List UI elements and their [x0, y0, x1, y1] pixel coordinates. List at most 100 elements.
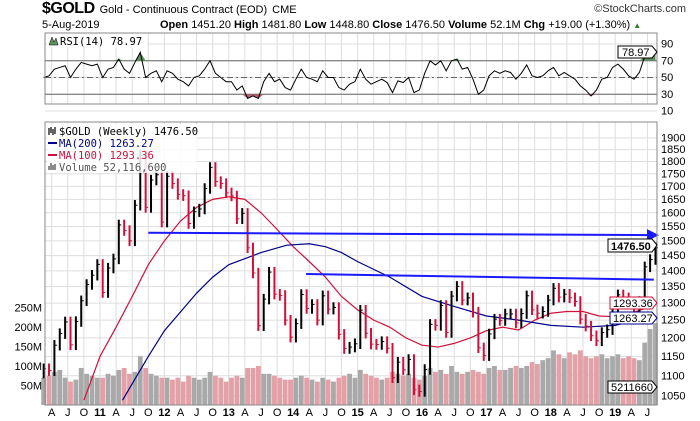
x-tick-label: 12 — [158, 407, 170, 419]
x-tick-label: 14 — [287, 407, 300, 419]
volume-value: 52.1M — [490, 19, 521, 31]
trendlines — [148, 229, 659, 281]
volume-bar — [508, 367, 513, 405]
price-tick-label: 1150 — [661, 351, 685, 363]
volume-bar — [551, 350, 556, 405]
price-tick-label: 1650 — [661, 194, 685, 206]
volume-bar — [78, 367, 84, 405]
x-tick-label: O — [208, 407, 217, 419]
trendline — [148, 231, 650, 237]
volume-bar — [288, 379, 293, 405]
rsi-value-tag: 78.97 — [617, 45, 658, 59]
volume-bar — [164, 377, 170, 405]
volume-bar — [384, 377, 390, 405]
svg-text:1263.27: 1263.27 — [613, 313, 653, 325]
volume-bar — [561, 358, 567, 405]
volume-bar — [282, 379, 288, 405]
volume-bar — [255, 366, 261, 405]
volume-bar — [518, 367, 524, 405]
close-value: 1476.50 — [405, 19, 446, 31]
svg-text:1293.36: 1293.36 — [613, 298, 653, 310]
volume-bar — [577, 350, 583, 405]
ma200-legend: MA(200) 1263.27 — [59, 138, 154, 150]
symbol-title: $GOLD — [42, 0, 95, 17]
volume-bar — [615, 354, 621, 405]
rsi-icon — [48, 36, 59, 46]
volume-bar — [433, 371, 438, 405]
volume-bar — [535, 364, 540, 405]
x-tick-label: 11 — [94, 407, 106, 419]
price-value-tag: 1476.50 — [607, 238, 658, 253]
volume-bar — [395, 373, 401, 405]
x-tick-label: O — [144, 407, 153, 419]
brand-watermark: ©StockCharts.com — [594, 3, 686, 15]
x-tick-label: A — [112, 407, 120, 419]
volume-bar — [309, 379, 315, 405]
volume-bar — [465, 371, 471, 405]
volume-bar — [73, 379, 79, 405]
volume-bar — [390, 371, 395, 405]
instrument-description: Gold - Continuous Contract (EOD) — [99, 4, 268, 16]
volume-bar — [454, 371, 460, 405]
rsi-tick-label: 50 — [661, 72, 673, 84]
price-tick-label: 1850 — [661, 144, 685, 156]
volume-bar — [336, 377, 342, 405]
low-label: Low — [304, 19, 327, 31]
volume-bar — [191, 377, 197, 405]
volume-bar — [556, 354, 562, 405]
volume-bar — [148, 373, 154, 405]
volume-bar — [229, 377, 234, 405]
price-tick-label: 1250 — [661, 315, 685, 327]
x-tick-label: O — [466, 407, 475, 419]
volume-bar — [121, 367, 127, 405]
low-value: 1448.80 — [329, 19, 370, 31]
x-tick-label: O — [337, 407, 346, 419]
volume-bar — [341, 375, 347, 405]
volume-bar — [567, 352, 572, 405]
volume-bar — [46, 375, 52, 405]
x-tick-label: A — [370, 407, 378, 419]
price-tick-label: 1600 — [661, 207, 685, 219]
volume-bar — [218, 377, 224, 405]
price-tick-label: 1200 — [661, 332, 685, 344]
exchange-label: CME — [272, 4, 297, 16]
quote-date: 5-Aug-2019 — [42, 19, 100, 31]
volume-bars — [41, 323, 658, 405]
volume-bar — [475, 371, 481, 405]
volume-bar — [449, 366, 454, 405]
volume-tick-label: 50M — [21, 381, 42, 393]
volume-bar — [352, 377, 358, 405]
x-tick-label: J — [451, 407, 457, 419]
volume-bar — [111, 375, 116, 405]
trendline — [306, 272, 654, 281]
rsi-legend: RSI(14) 78.97 — [60, 36, 142, 48]
x-tick-label: O — [80, 407, 89, 419]
ma100-legend: MA(100) 1293.36 — [59, 150, 154, 162]
x-tick-label: O — [530, 407, 539, 419]
volume-bar — [314, 381, 320, 405]
volume-icon — [48, 163, 56, 170]
volume-bar — [363, 373, 369, 405]
x-tick-label: A — [306, 407, 314, 419]
x-tick-label: O — [402, 407, 411, 419]
volume-bar — [207, 371, 213, 405]
volume-bar — [406, 373, 411, 405]
rsi-tick-label: 90 — [661, 39, 673, 51]
volume-bar — [62, 377, 68, 405]
volume-value-tag: 5211660 — [607, 380, 658, 394]
rsi-tick-label: 30 — [661, 89, 673, 101]
volume-bar — [105, 373, 111, 405]
x-tick-label: J — [516, 407, 522, 419]
open-label: Open — [160, 19, 189, 31]
volume-bar — [137, 356, 143, 405]
x-tick-label: A — [563, 407, 571, 419]
volume-bar — [196, 379, 202, 405]
volume-bar — [186, 375, 191, 405]
volume-bar — [132, 371, 138, 405]
price-panel-frame — [44, 121, 658, 406]
volume-bar — [545, 358, 551, 405]
volume-bar — [357, 369, 363, 405]
price-tick-label: 1750 — [661, 168, 685, 180]
high-label: High — [234, 19, 259, 31]
